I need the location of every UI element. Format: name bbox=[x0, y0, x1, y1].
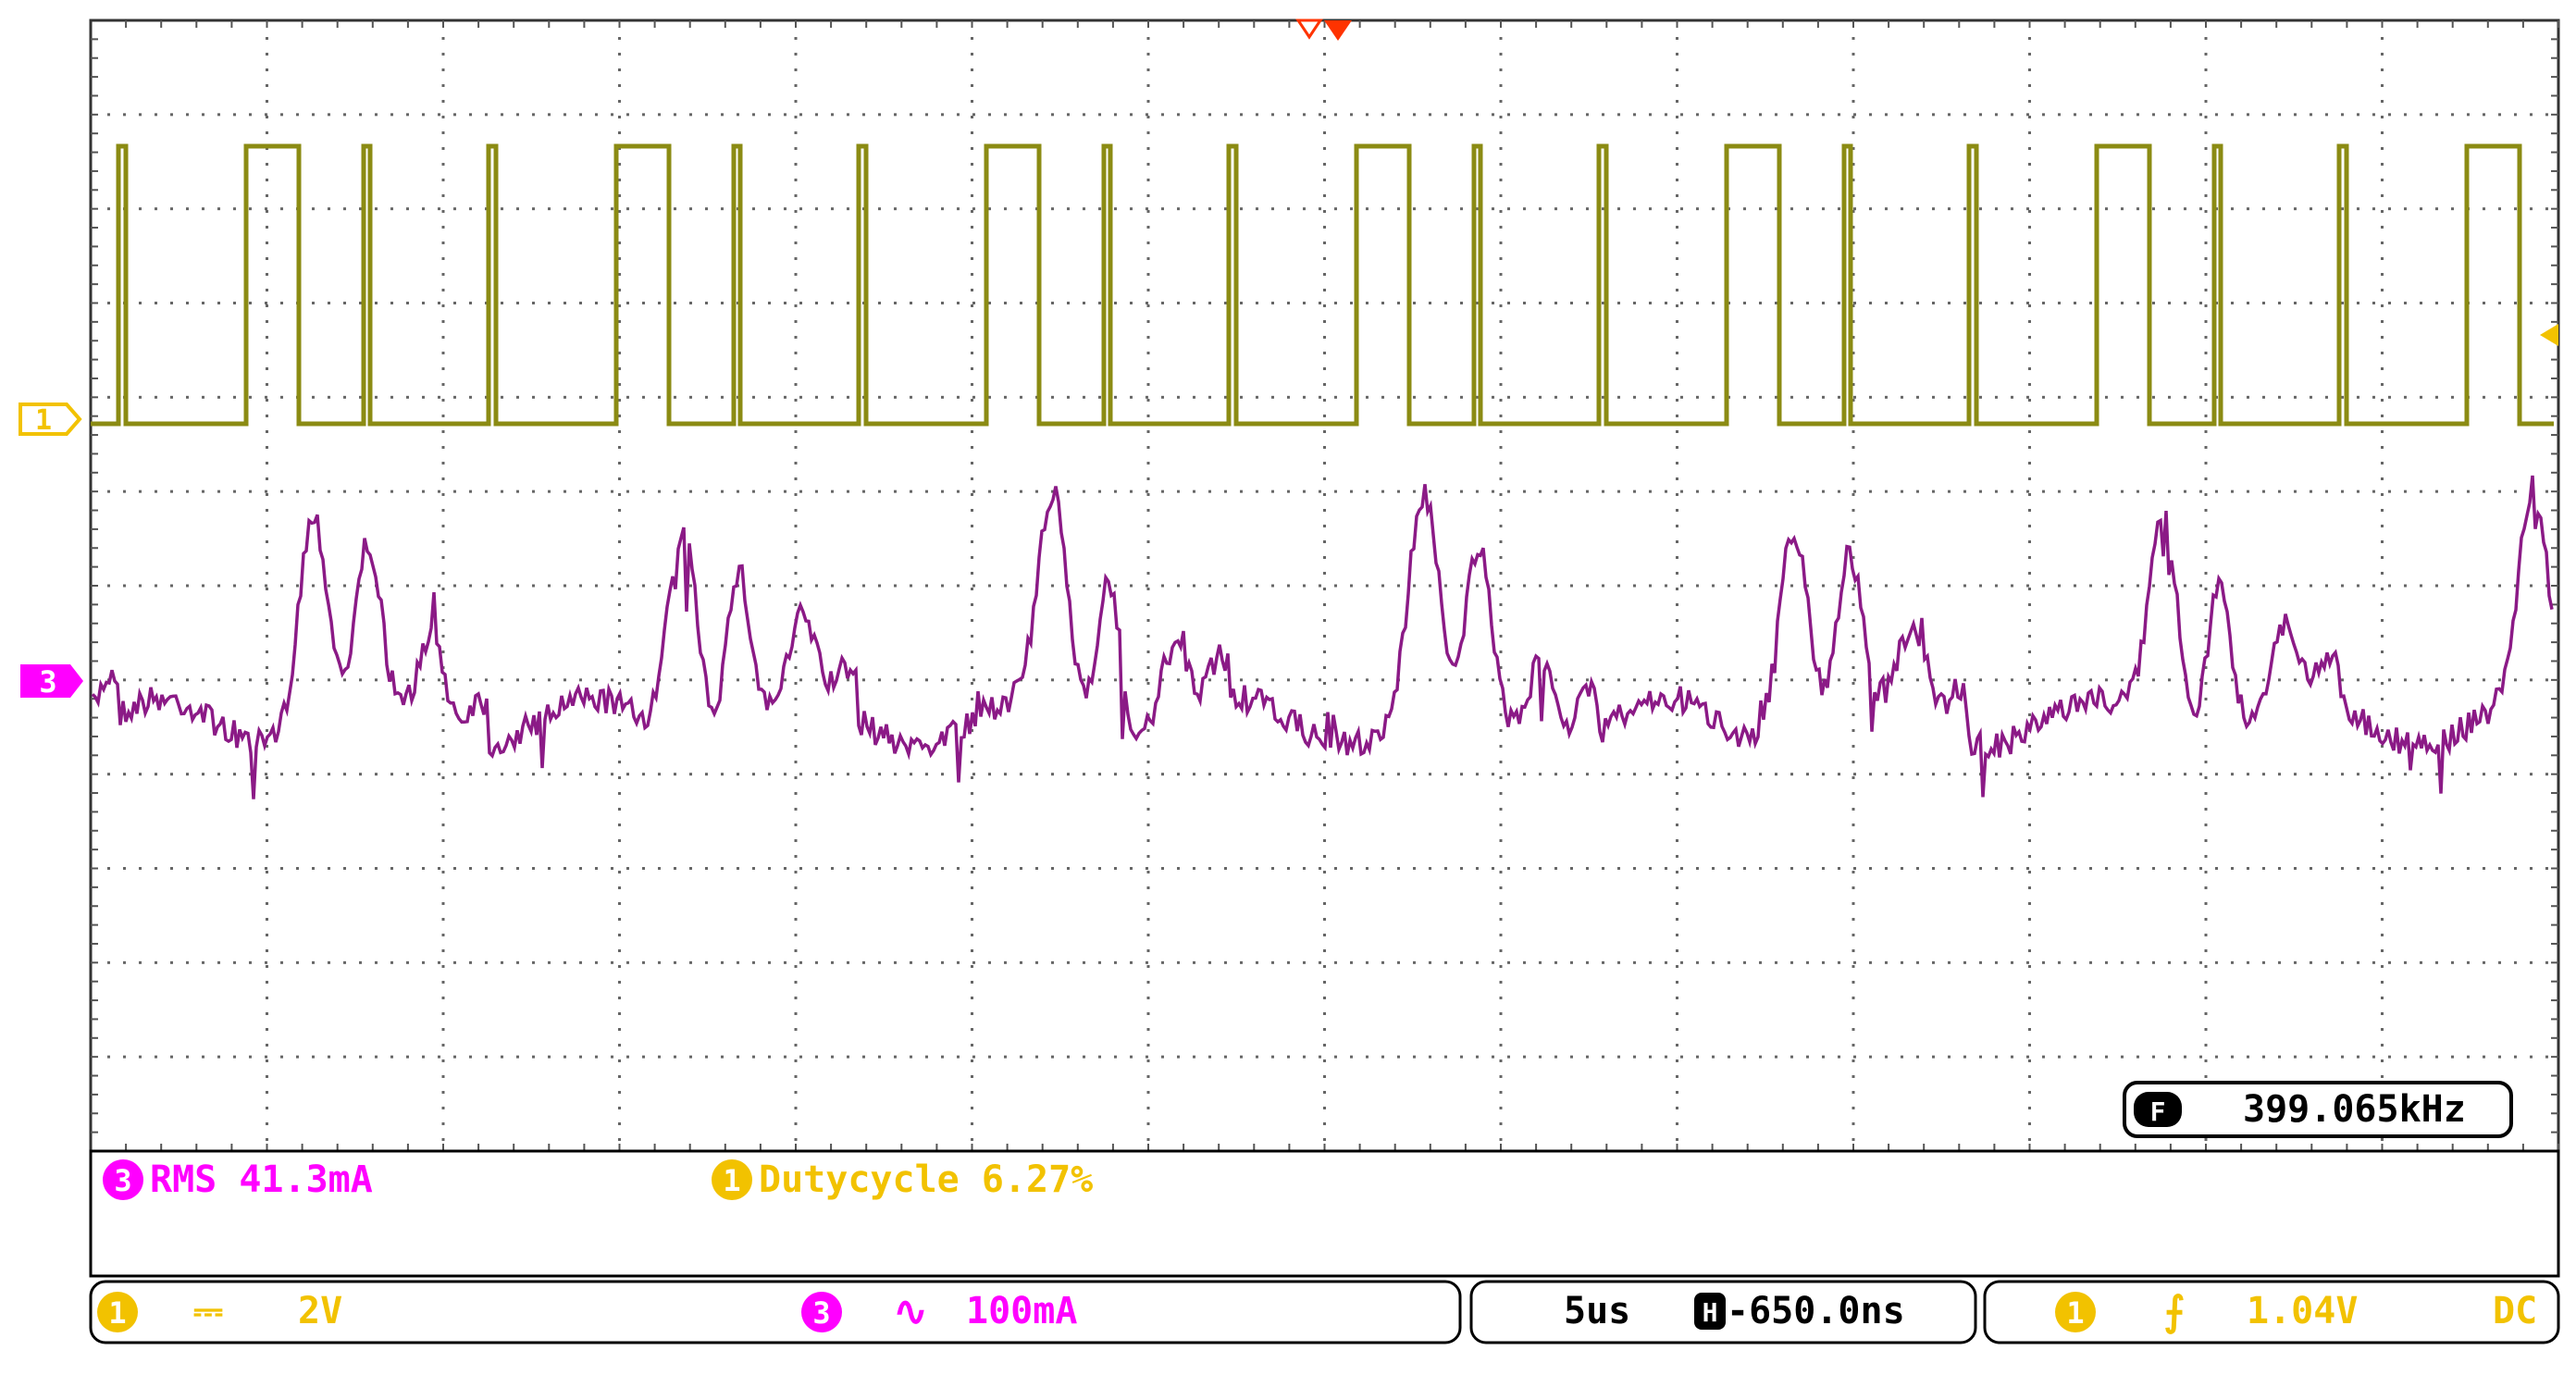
measurement-panel: 3 RMS 41.3mA 1 Dutycycle 6.27% bbox=[89, 1149, 2560, 1278]
frequency-icon: F bbox=[2150, 1096, 2166, 1127]
trigger-level-marker[interactable] bbox=[2540, 324, 2558, 346]
graticule-dots bbox=[91, 20, 2559, 1152]
ch3-measurement-badge: 3 bbox=[114, 1163, 131, 1198]
ch1-marker-label: 1 bbox=[35, 404, 52, 437]
trigger-position-marker[interactable] bbox=[1295, 19, 1352, 41]
ch1-dutycycle-measurement[interactable]: 1 Dutycycle 6.27% bbox=[712, 1158, 1093, 1201]
ch1-scale: 2V bbox=[298, 1290, 342, 1332]
horizontal-position-icon: H bbox=[1703, 1297, 1718, 1328]
ch1-waveform bbox=[91, 143, 2554, 427]
ch3-marker-label: 3 bbox=[39, 664, 56, 700]
ch3-status-badge: 3 bbox=[812, 1295, 830, 1331]
frequency-value: 399.065kHz bbox=[2243, 1088, 2466, 1131]
frequency-counter: F 399.065kHz bbox=[2123, 1081, 2513, 1138]
ch3-waveform bbox=[91, 475, 2554, 799]
ch1-ground-marker[interactable]: 1 bbox=[19, 403, 82, 437]
ch1-measurement-badge: 1 bbox=[723, 1163, 740, 1198]
ch3-rms-measurement[interactable]: 3 RMS 41.3mA bbox=[103, 1158, 373, 1201]
ch3-rms-text: RMS 41.3mA bbox=[150, 1158, 373, 1201]
channel-settings-section[interactable]: 1 ⎓ 2V 3 ∿ 100mA bbox=[89, 1280, 1462, 1344]
ch3-scale: 100mA bbox=[966, 1290, 1077, 1332]
horizontal-position: -650.0ns bbox=[1727, 1290, 1905, 1332]
ch1-dutycycle-text: Dutycycle 6.27% bbox=[759, 1158, 1093, 1201]
timebase-scale: 5us bbox=[1564, 1290, 1630, 1332]
timebase-section[interactable]: 5us H -650.0ns bbox=[1469, 1280, 1977, 1344]
trigger-section[interactable]: 1 ⨍ 1.04V DC bbox=[1983, 1280, 2560, 1344]
dc-coupling-icon: ⎓ bbox=[193, 1290, 223, 1332]
ch1-status-badge: 1 bbox=[108, 1295, 126, 1331]
rising-edge-icon: ⨍ bbox=[2164, 1288, 2186, 1335]
trigger-coupling: DC bbox=[2493, 1290, 2537, 1332]
trigger-source-badge: 1 bbox=[2066, 1295, 2084, 1331]
status-bar: 1 ⎓ 2V 3 ∿ 100mA 5us H -650.0ns 1 ⨍ 1.04… bbox=[89, 1280, 2560, 1344]
trigger-level: 1.04V bbox=[2247, 1290, 2358, 1332]
ch3-ground-marker[interactable]: 3 bbox=[20, 664, 83, 700]
ac-coupling-icon: ∿ bbox=[894, 1288, 928, 1335]
